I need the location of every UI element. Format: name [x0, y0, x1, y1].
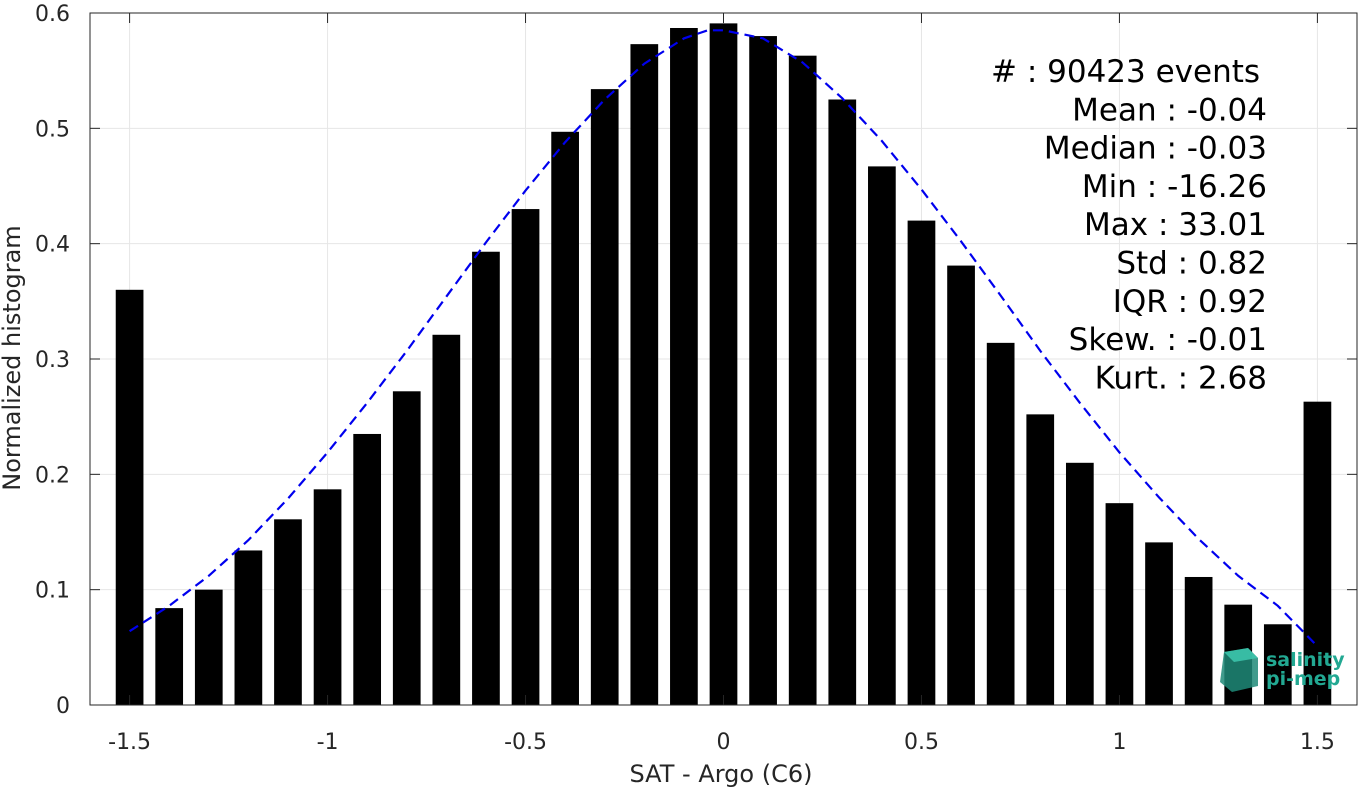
histogram-bar	[194, 589, 223, 705]
y-tick-labels: 0 0.1 0.2 0.3 0.4 0.5 0.6	[35, 2, 70, 719]
x-tick-label: -0.5	[504, 730, 547, 755]
y-tick-label: 0.2	[35, 463, 70, 488]
stat-line: # : 90423 events	[991, 54, 1260, 90]
histogram-bar	[907, 220, 936, 705]
histogram-bar	[1065, 462, 1094, 705]
x-tick-label: 1.5	[1300, 730, 1335, 755]
stat-line: Mean : -0.04	[1072, 92, 1267, 128]
histogram-bar	[1184, 576, 1213, 705]
histogram-bar	[986, 342, 1015, 705]
x-tick-label: 0.5	[904, 730, 939, 755]
stat-line: Skew. : -0.01	[1069, 322, 1267, 358]
histogram-bar	[947, 265, 975, 705]
histogram-bar	[1105, 503, 1134, 705]
stat-line: Min : -16.26	[1082, 169, 1267, 205]
axis-ticks	[90, 12, 1357, 706]
x-tick-label: 1	[1112, 730, 1126, 755]
histogram-bar	[551, 131, 579, 705]
histogram-bar	[511, 209, 540, 706]
stat-line: Std : 0.82	[1116, 246, 1267, 282]
stat-line: Kurt. : 2.68	[1095, 360, 1267, 396]
y-tick-label: 0.3	[35, 348, 70, 373]
histogram-bar	[630, 44, 659, 705]
histogram-bar	[868, 166, 896, 706]
gaussian-fit-curve	[129, 29, 1319, 647]
histogram-bar	[828, 99, 857, 705]
stat-line: IQR : 0.92	[1113, 284, 1267, 320]
y-tick-label: 0.1	[35, 579, 70, 604]
histogram-bar	[709, 23, 738, 705]
histogram-bar	[353, 433, 382, 705]
logo-cube-top-icon	[1224, 648, 1258, 662]
histogram-bar	[115, 289, 144, 705]
histogram-bar	[749, 36, 777, 706]
histogram-bar	[1303, 401, 1332, 705]
histogram-bar	[670, 27, 698, 705]
histogram-bar	[234, 550, 263, 705]
y-tick-label: 0.6	[35, 2, 70, 27]
stat-line: Median : -0.03	[1044, 131, 1267, 167]
x-tick-label: -1	[317, 730, 339, 755]
histogram-bar	[274, 519, 302, 705]
y-axis-label: Normalized histogram	[0, 225, 26, 490]
salinity-pi-mep-logo: salinity pi-mep	[1220, 648, 1345, 692]
histogram-bar	[392, 391, 421, 705]
y-tick-label: 0.4	[35, 233, 70, 258]
bars	[115, 23, 1332, 706]
histogram-bar	[432, 334, 461, 705]
histogram-bar	[590, 89, 619, 706]
x-axis-label: SAT - Argo (C6)	[630, 760, 813, 787]
stat-line: Max : 33.01	[1084, 207, 1267, 243]
histogram-bar	[1145, 542, 1173, 705]
logo-line1: salinity	[1266, 649, 1345, 671]
x-tick-label: 0	[717, 730, 731, 755]
y-tick-label: 0	[56, 694, 70, 719]
logo-line2: pi-mep	[1266, 668, 1340, 690]
histogram-bar	[1026, 414, 1055, 705]
histogram-bar	[472, 251, 500, 706]
x-tick-label: -1.5	[108, 730, 151, 755]
x-tick-labels: -1.5 -1 -0.5 0 0.5 1 1.5	[108, 730, 1335, 755]
histogram-bar	[788, 55, 817, 705]
y-tick-label: 0.5	[35, 117, 70, 142]
histogram-bar	[313, 489, 342, 705]
histogram-bar	[155, 608, 184, 705]
histogram-bar	[1263, 624, 1292, 705]
